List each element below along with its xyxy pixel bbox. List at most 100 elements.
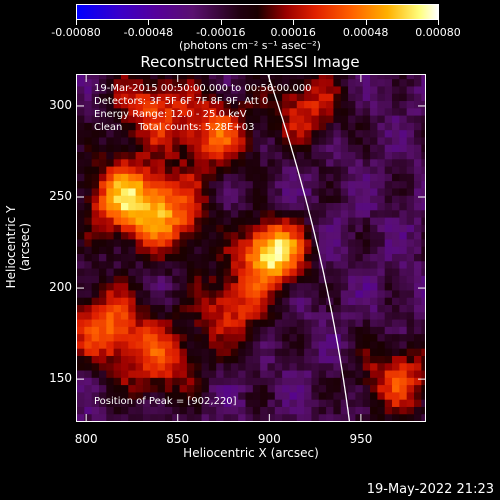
heatmap-cell bbox=[252, 78, 261, 87]
heatmap-cell bbox=[362, 348, 371, 356]
heatmap-cell bbox=[113, 144, 122, 153]
info-time-range: 19-Mar-2015 00:50:00.000 to 00:56:00.000 bbox=[94, 83, 312, 94]
heatmap-cell bbox=[296, 297, 305, 305]
heatmap-cell bbox=[274, 333, 283, 342]
heatmap-cell bbox=[311, 399, 320, 407]
heatmap-cell bbox=[84, 115, 93, 123]
heatmap-cell bbox=[318, 187, 327, 196]
heatmap-cell bbox=[377, 384, 386, 393]
heatmap-cell bbox=[267, 348, 276, 356]
heatmap-cell bbox=[304, 238, 312, 247]
heatmap-cell bbox=[267, 93, 276, 102]
heatmap-cell bbox=[230, 377, 239, 386]
heatmap-cell bbox=[362, 115, 371, 123]
heatmap-cell bbox=[289, 231, 298, 240]
heatmap-cell bbox=[340, 399, 349, 407]
heatmap-cell bbox=[216, 100, 225, 109]
heatmap-cell bbox=[201, 362, 210, 371]
heatmap-cell bbox=[392, 187, 400, 196]
heatmap-cell bbox=[326, 377, 334, 386]
heatmap-cell bbox=[304, 275, 312, 284]
heatmap-cell bbox=[267, 311, 276, 320]
heatmap-cell bbox=[194, 289, 203, 298]
heatmap-cell bbox=[157, 289, 166, 298]
heatmap-cell bbox=[120, 217, 129, 225]
heatmap-cell bbox=[421, 355, 425, 364]
heatmap-cell bbox=[238, 384, 247, 393]
heatmap-cell bbox=[230, 107, 239, 116]
heatmap-cell bbox=[223, 268, 232, 276]
heatmap-cell bbox=[318, 75, 327, 80]
heatmap-cell bbox=[164, 355, 173, 364]
heatmap-cell bbox=[399, 268, 408, 276]
heatmap-cell bbox=[150, 151, 159, 160]
heatmap-cell bbox=[179, 187, 188, 196]
heatmap-cell bbox=[113, 122, 122, 131]
heatmap-cell bbox=[179, 282, 188, 291]
heatmap-cell bbox=[98, 304, 107, 313]
heatmap-cell bbox=[267, 370, 276, 378]
heatmap-cell bbox=[304, 115, 312, 123]
info-detectors: Detectors: 3F 5F 6F 7F 8F 9F, Att 0 bbox=[94, 96, 269, 107]
heatmap-cell bbox=[384, 122, 393, 131]
heatmap-cell bbox=[355, 413, 364, 421]
heatmap-cell bbox=[128, 391, 137, 400]
heatmap-cell bbox=[245, 268, 254, 276]
heatmap-cell bbox=[304, 362, 312, 371]
heatmap-cell bbox=[296, 319, 305, 327]
heatmap-cell bbox=[135, 122, 144, 131]
heatmap-cell bbox=[355, 391, 364, 400]
heatmap-cell bbox=[84, 391, 93, 400]
heatmap-cell bbox=[392, 238, 400, 247]
heatmap-cell bbox=[392, 93, 400, 102]
heatmap-cell bbox=[399, 260, 408, 269]
heatmap-cell bbox=[135, 180, 144, 189]
heatmap-cell bbox=[172, 246, 181, 254]
heatmap-cell bbox=[172, 129, 181, 138]
heatmap-cell bbox=[230, 275, 239, 284]
heatmap-cell bbox=[326, 311, 334, 320]
heatmap-cell bbox=[230, 406, 239, 415]
heatmap-cell bbox=[164, 224, 173, 233]
heatmap-cell bbox=[355, 370, 364, 378]
heatmap-cell bbox=[84, 75, 93, 80]
heatmap-cell bbox=[194, 246, 203, 254]
heatmap-cell bbox=[252, 275, 261, 284]
heatmap-cell bbox=[289, 144, 298, 153]
heatmap-cell bbox=[311, 129, 320, 138]
heatmap-cell bbox=[77, 75, 85, 80]
heatmap-cell bbox=[399, 311, 408, 320]
heatmap-cell bbox=[238, 377, 247, 386]
heatmap-cell bbox=[172, 362, 181, 371]
heatmap-cell bbox=[135, 260, 144, 269]
heatmap-cell bbox=[245, 107, 254, 116]
heatmap-cell bbox=[230, 231, 239, 240]
heatmap-cell bbox=[120, 319, 129, 327]
heatmap-cell bbox=[282, 370, 290, 378]
heatmap-cell bbox=[186, 304, 195, 313]
heatmap-cell bbox=[406, 122, 415, 131]
heatmap-cell bbox=[201, 319, 210, 327]
heatmap-cell bbox=[106, 107, 115, 116]
heatmap-cell bbox=[120, 136, 129, 145]
heatmap-cell bbox=[223, 75, 232, 80]
heatmap-cell bbox=[348, 260, 356, 269]
heatmap-cell bbox=[399, 151, 408, 160]
heatmap-cell bbox=[216, 246, 225, 254]
heatmap-cell bbox=[98, 187, 107, 196]
heatmap-cell bbox=[98, 384, 107, 393]
heatmap-cell bbox=[267, 187, 276, 196]
heatmap-cell bbox=[333, 75, 342, 80]
heatmap-cell bbox=[362, 311, 371, 320]
heatmap-cell bbox=[223, 275, 232, 284]
heatmap-cell bbox=[216, 370, 225, 378]
heatmap-cell bbox=[98, 202, 107, 211]
heatmap-cell bbox=[157, 246, 166, 254]
heatmap-cell bbox=[179, 173, 188, 182]
heatmap-cell bbox=[164, 151, 173, 160]
heatmap-cell bbox=[289, 78, 298, 87]
heatmap-cell bbox=[289, 304, 298, 313]
heatmap-cell bbox=[304, 326, 312, 335]
heatmap-cell bbox=[274, 355, 283, 364]
heatmap-cell bbox=[142, 158, 151, 167]
